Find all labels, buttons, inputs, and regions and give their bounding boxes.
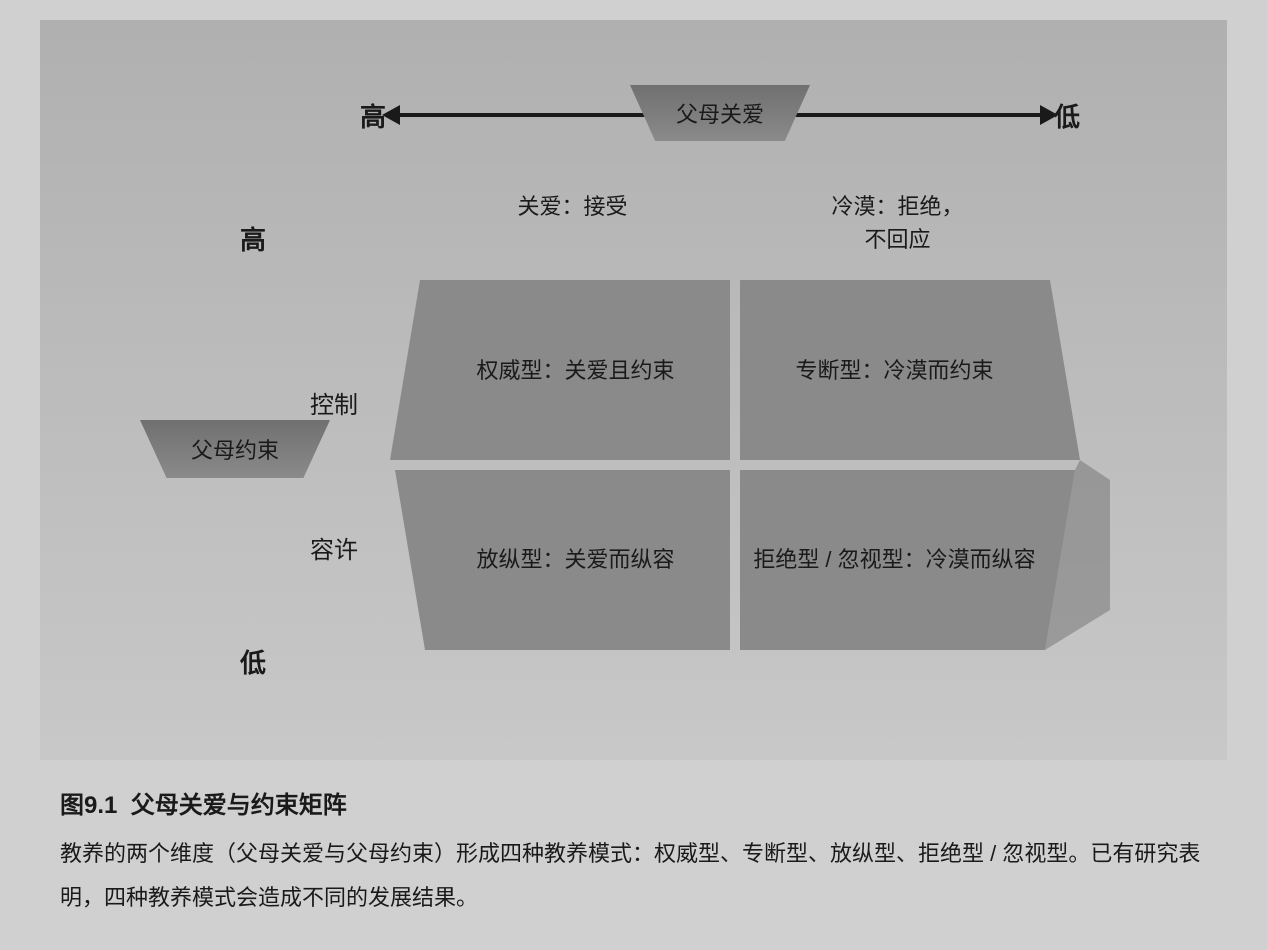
caption-number: 图9.1 — [60, 792, 117, 819]
h-axis-tab-shape: 父母关爱 — [630, 85, 810, 141]
arrow-left-icon — [382, 105, 400, 125]
cell-br: 拒绝型 / 忽视型：冷漠而纵容 — [739, 469, 1050, 650]
col-header-1: 冷漠：拒绝，不回应 — [735, 190, 1060, 256]
caption-body: 教养的两个维度（父母关爱与父母约束）形成四种教养模式：权威型、专断型、放纵型、拒… — [60, 832, 1207, 920]
figure-container: 高 父母关爱 低 高 低 父母约束 控制 容许 关爱：接受 冷漠：拒绝，不回应 — [40, 20, 1227, 760]
row-header-0: 控制 — [310, 385, 358, 420]
h-axis-tab: 父母关爱 — [630, 85, 810, 141]
cell-grid: 权威型：关爱且约束 专断型：冷漠而约束 放纵型：关爱而纵容 拒绝型 / 忽视型：… — [420, 280, 1050, 650]
matrix: 权威型：关爱且约束 专断型：冷漠而约束 放纵型：关爱而纵容 拒绝型 / 忽视型：… — [390, 280, 1110, 680]
row-headers: 控制 容许 — [310, 330, 358, 620]
v-axis-tab-label: 父母约束 — [191, 433, 279, 465]
figure-caption: 图9.1 父母关爱与约束矩阵 教养的两个维度（父母关爱与父母约束）形成四种教养模… — [40, 785, 1227, 920]
horizontal-axis: 高 父母关爱 低 — [360, 90, 1080, 140]
col-header-0: 关爱：接受 — [410, 190, 735, 256]
caption-title-text: 父母关爱与约束矩阵 — [131, 792, 347, 819]
v-axis-bottom-label: 低 — [240, 643, 266, 680]
cell-tr: 专断型：冷漠而约束 — [739, 280, 1050, 461]
h-axis-tab-label: 父母关爱 — [676, 97, 764, 129]
v-axis-tab: 父母约束 — [140, 420, 330, 478]
arrow-right-icon — [1040, 105, 1058, 125]
cell-bl: 放纵型：关爱而纵容 — [420, 469, 731, 650]
col-headers: 关爱：接受 冷漠：拒绝，不回应 — [410, 190, 1060, 256]
row-header-1: 容许 — [310, 530, 358, 565]
v-axis-top-label: 高 — [240, 220, 266, 257]
caption-title: 图9.1 父母关爱与约束矩阵 — [60, 785, 1207, 820]
h-axis-arrow-line: 父母关爱 — [396, 113, 1044, 117]
cell-tl: 权威型：关爱且约束 — [420, 280, 731, 461]
v-axis-tab-shape: 父母约束 — [140, 420, 330, 478]
